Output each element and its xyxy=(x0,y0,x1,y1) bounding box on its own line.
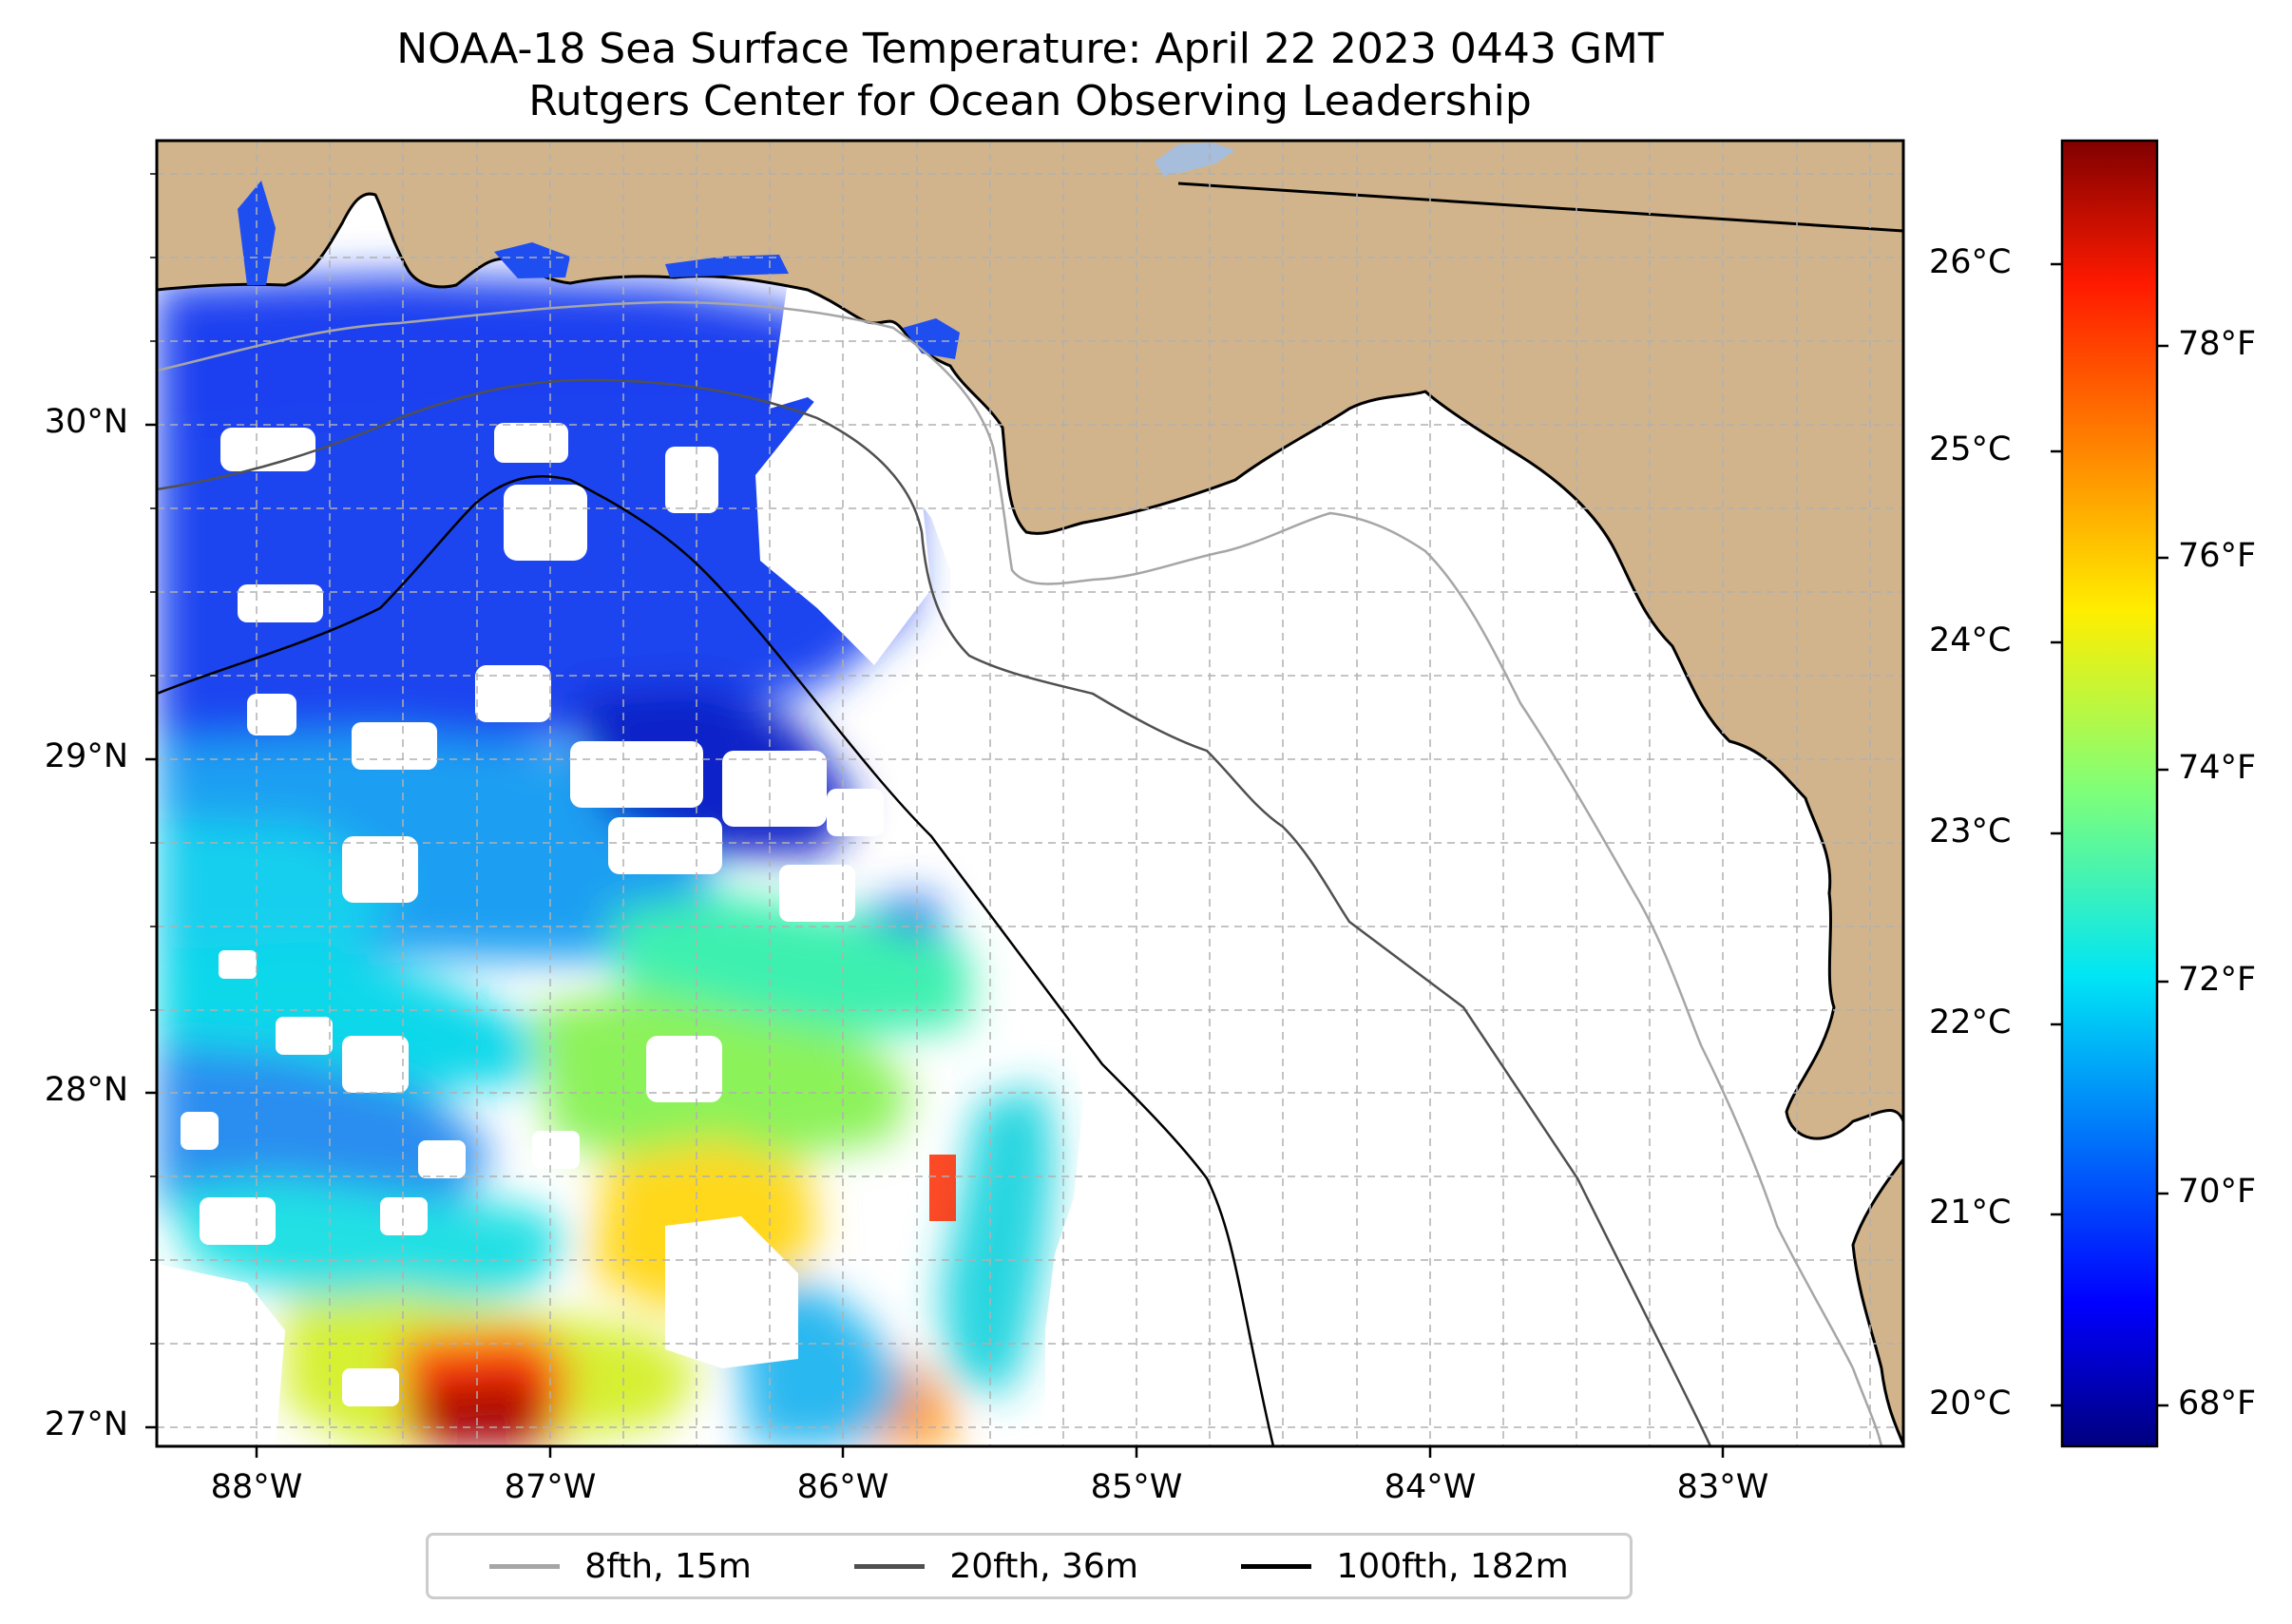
legend-swatch-20fth xyxy=(854,1563,926,1569)
colorbar-label-25c: 25°C xyxy=(1929,430,2012,468)
colorbar-label-74f: 74°F xyxy=(2178,749,2257,787)
legend-label-8fth: 8fth, 15m xyxy=(584,1546,752,1586)
colorbar-label-76f: 76°F xyxy=(2178,537,2257,575)
legend-swatch-100fth xyxy=(1241,1563,1312,1569)
axis-minor-ticks xyxy=(150,173,157,1345)
land-mass xyxy=(157,141,1903,1140)
colorbar-ticks xyxy=(2051,262,2168,1407)
lon-label-88: 88°W xyxy=(210,1468,303,1506)
colorbar-label-26c: 26°C xyxy=(1929,243,2012,281)
lat-label-27: 27°N xyxy=(44,1405,128,1443)
lat-label-28: 28°N xyxy=(44,1071,128,1109)
colorbar-label-24c: 24°C xyxy=(1929,621,2012,659)
colorbar-label-23c: 23°C xyxy=(1929,812,2012,850)
colorbar-label-70f: 70°F xyxy=(2178,1173,2257,1211)
lon-label-86: 86°W xyxy=(796,1468,889,1506)
colorbar-label-22c: 22°C xyxy=(1929,1003,2012,1041)
lon-label-85: 85°W xyxy=(1090,1468,1183,1506)
colorbar-label-20c: 20°C xyxy=(1929,1385,2012,1423)
land-mass-south xyxy=(1851,1156,1903,1445)
legend-item-100fth: 100fth, 182m xyxy=(1241,1546,1569,1586)
bay-water xyxy=(238,181,960,359)
legend-item-8fth: 8fth, 15m xyxy=(489,1547,752,1586)
isobath-100fth xyxy=(157,474,1275,1446)
map-area xyxy=(157,141,1903,1446)
isobath-20fth xyxy=(157,378,1712,1446)
lake xyxy=(1155,143,1235,177)
warm-spot xyxy=(929,1155,956,1221)
lon-label-84: 84°W xyxy=(1384,1468,1477,1506)
chart-subtitle: Rutgers Center for Ocean Observing Leade… xyxy=(528,77,1532,125)
lon-label-83: 83°W xyxy=(1676,1468,1769,1506)
lat-label-30: 30°N xyxy=(44,403,128,441)
isobath-legend: 8fth, 15m 20fth, 36m 100fth, 182m xyxy=(426,1533,1633,1599)
legend-label-20fth: 20fth, 36m xyxy=(949,1546,1138,1586)
lon-label-87: 87°W xyxy=(504,1468,597,1506)
chart-title: NOAA-18 Sea Surface Temperature: April 2… xyxy=(396,25,1664,73)
colorbar-label-78f: 78°F xyxy=(2178,325,2257,363)
state-border xyxy=(1177,182,1903,233)
lat-label-29: 29°N xyxy=(44,737,128,775)
colorbar-label-68f: 68°F xyxy=(2178,1385,2257,1423)
cloud-patches xyxy=(157,380,931,1446)
isobath-8fth xyxy=(157,300,1883,1446)
colorbar-label-72f: 72°F xyxy=(2178,961,2257,999)
axis-ticks xyxy=(145,423,1725,1458)
colorbar-label-21c: 21°C xyxy=(1929,1194,2012,1232)
map-frame xyxy=(155,139,1905,1448)
legend-item-20fth: 20fth, 36m xyxy=(854,1547,1138,1586)
legend-label-100fth: 100fth, 182m xyxy=(1336,1546,1569,1586)
legend-swatch-8fth xyxy=(489,1563,561,1569)
grid-lines xyxy=(157,141,1903,1446)
colorbar xyxy=(2060,139,2159,1448)
